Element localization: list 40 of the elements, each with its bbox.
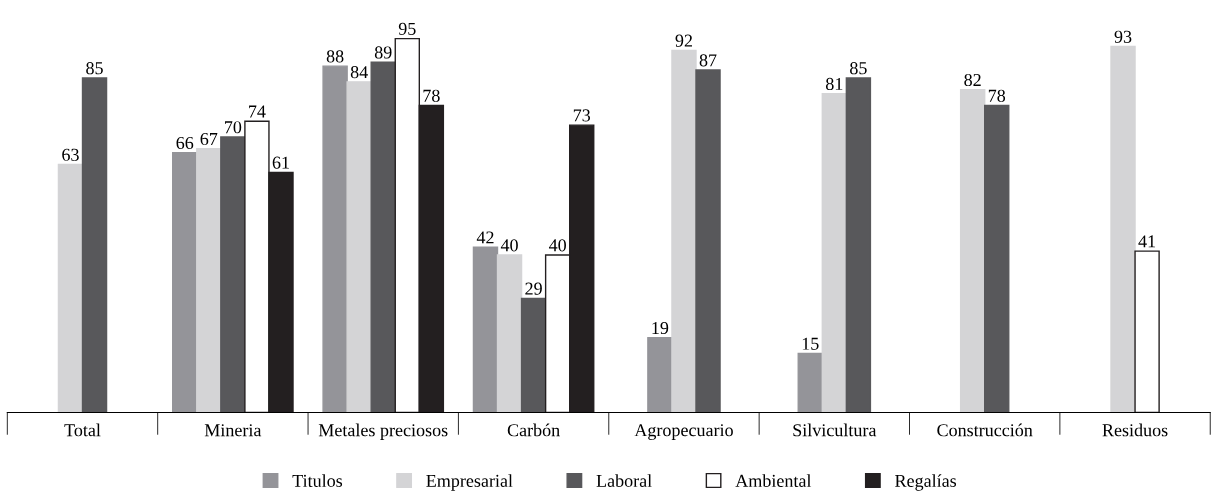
data-label: 92 [675, 34, 692, 47]
data-label: 82 [964, 73, 981, 87]
x-tick-label: Residuos [1102, 423, 1168, 437]
data-label: 88 [326, 50, 344, 63]
data-label: 81 [825, 77, 843, 91]
data-label: 63 [62, 148, 79, 161]
data-label: 73 [573, 109, 591, 122]
data-label: 40 [548, 239, 566, 252]
x-tick-label: Total [64, 423, 101, 437]
x-tick-label: Construcción [937, 423, 1033, 437]
data-label: 70 [225, 121, 242, 134]
legend-label: Regalías [895, 474, 957, 491]
legend-label: Empresarial [426, 474, 513, 491]
data-label: 61 [272, 156, 289, 169]
data-label: 89 [374, 46, 392, 59]
data-label: 85 [850, 62, 867, 75]
data-label: 78 [423, 89, 440, 102]
x-tick-label: Silvicultura [793, 423, 877, 437]
data-label: 29 [525, 282, 542, 295]
data-label: 87 [699, 54, 717, 67]
x-tick-label: Mineria [204, 424, 262, 437]
data-label: 66 [176, 136, 194, 150]
legend-label: Laboral [596, 474, 652, 487]
data-label: 67 [200, 132, 218, 146]
data-label: 40 [500, 239, 518, 252]
data-label: 85 [86, 62, 103, 75]
data-label: 95 [398, 22, 416, 35]
data-label: 74 [249, 105, 266, 118]
x-tick-label: Metales preciosos [318, 423, 448, 440]
data-label: 41 [1138, 235, 1156, 248]
legend-label: Titulos [292, 474, 343, 487]
data-label: 93 [1114, 30, 1132, 43]
x-tick-label: Carbón [507, 423, 560, 437]
data-label: 42 [476, 231, 494, 244]
x-tick-label: Agropecuario [634, 424, 733, 440]
data-label: 15 [802, 337, 819, 350]
data-label: 78 [988, 89, 1006, 102]
data-label: 19 [652, 321, 669, 335]
legend-label: Ambiental [735, 474, 812, 487]
data-label: 84 [350, 66, 368, 79]
